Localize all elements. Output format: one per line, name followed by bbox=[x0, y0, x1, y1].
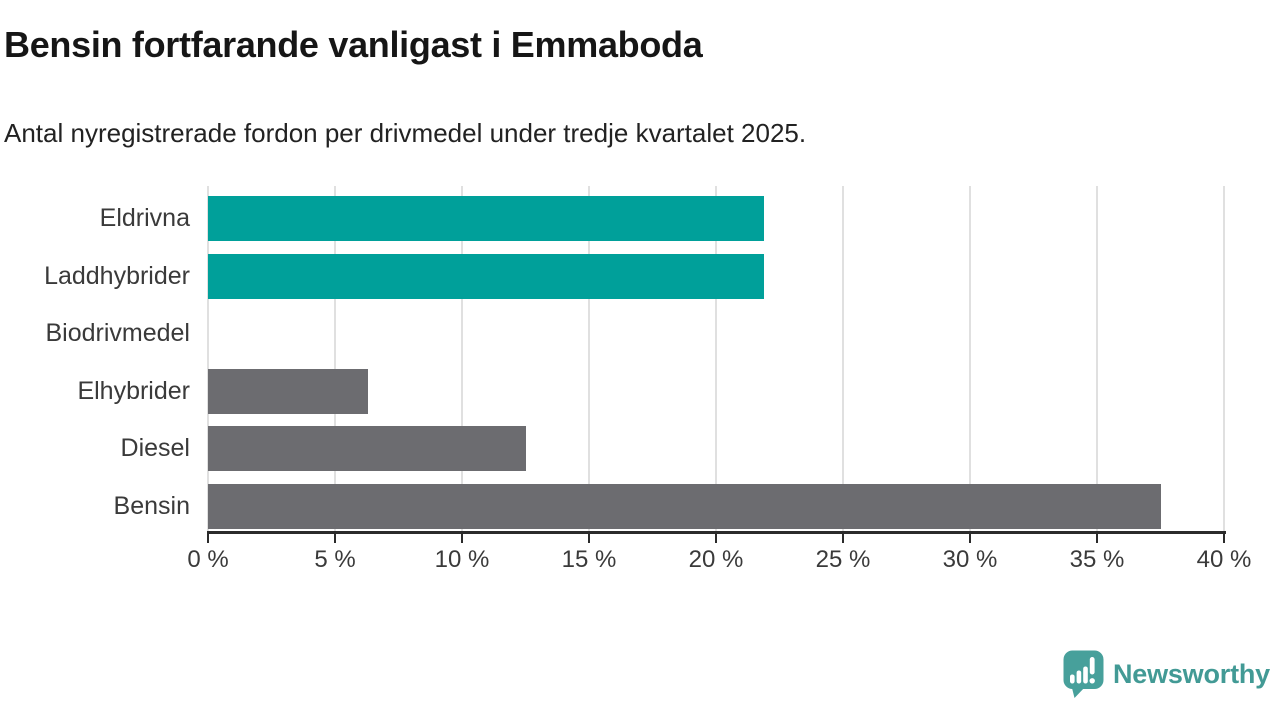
newsworthy-speech-bubble-bar-chart-icon bbox=[1063, 650, 1104, 698]
bar bbox=[208, 368, 369, 414]
gridline bbox=[588, 186, 590, 531]
x-axis-tick bbox=[1222, 533, 1226, 543]
x-axis-tick bbox=[587, 533, 591, 543]
gridline bbox=[842, 186, 844, 531]
gridline bbox=[461, 186, 463, 531]
brand-logo: Newsworthy bbox=[1063, 650, 1270, 699]
x-axis-tick bbox=[968, 533, 972, 543]
category-label: Diesel bbox=[120, 434, 190, 462]
x-axis-tick-label: 15 % bbox=[561, 546, 617, 573]
gridline bbox=[1096, 186, 1098, 531]
gridline bbox=[715, 186, 717, 531]
category-label: Laddhybrider bbox=[44, 261, 190, 290]
x-axis-tick-label: 20 % bbox=[688, 546, 744, 573]
x-axis-tick bbox=[1095, 533, 1099, 543]
category-label: Elhybrider bbox=[77, 376, 190, 405]
chart-subtitle: Antal nyregistrerade fordon per drivmede… bbox=[4, 118, 807, 148]
category-label: Eldrivna bbox=[99, 204, 190, 232]
gridline bbox=[207, 186, 209, 531]
gridline bbox=[1223, 186, 1225, 531]
x-axis-tick bbox=[460, 533, 464, 543]
category-label: Biodrivmedel bbox=[45, 319, 190, 347]
x-axis-tick-label: 30 % bbox=[942, 546, 998, 573]
category-label: Bensin bbox=[113, 491, 190, 520]
gridline bbox=[969, 186, 971, 531]
x-axis-tick bbox=[841, 533, 845, 543]
x-axis-tick-label: 35 % bbox=[1069, 546, 1125, 573]
x-axis-tick-label: 40 % bbox=[1196, 546, 1252, 573]
x-axis-tick-label: 0 % bbox=[187, 546, 229, 573]
gridline bbox=[334, 186, 336, 531]
x-axis-tick bbox=[333, 533, 337, 543]
bar bbox=[208, 426, 526, 471]
brand-name: Newsworthy bbox=[1112, 659, 1270, 689]
bar bbox=[208, 196, 765, 241]
x-axis-tick bbox=[206, 533, 210, 543]
x-axis-line bbox=[206, 531, 1226, 534]
x-axis-tick-label: 5 % bbox=[314, 546, 356, 573]
bar bbox=[208, 483, 1161, 529]
x-axis-tick bbox=[714, 533, 718, 543]
bar bbox=[208, 253, 765, 299]
x-axis-tick-label: 10 % bbox=[434, 546, 490, 573]
chart-title: Bensin fortfarande vanligast i Emmaboda bbox=[4, 24, 703, 65]
x-axis-tick-label: 25 % bbox=[815, 546, 871, 573]
